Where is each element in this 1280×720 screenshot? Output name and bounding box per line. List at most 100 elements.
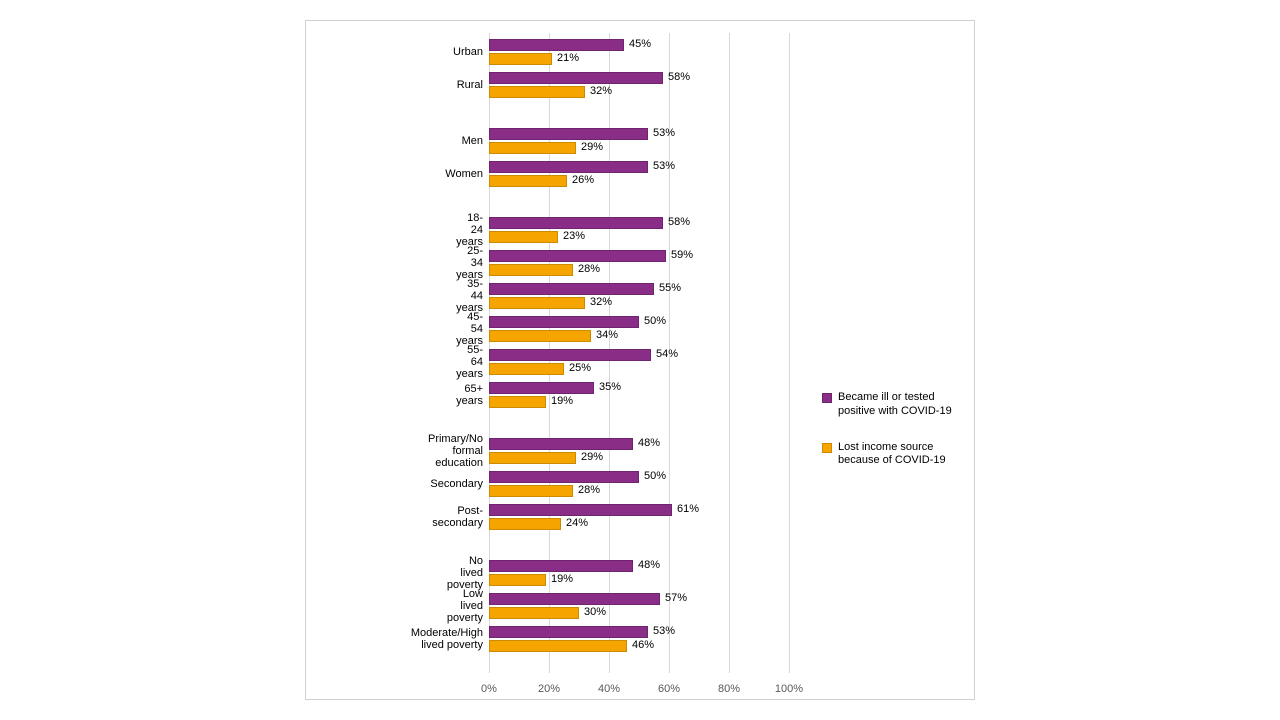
bar-row: 30% — [489, 607, 789, 619]
bar-value-label: 23% — [563, 230, 585, 242]
bar-value-label: 48% — [638, 559, 660, 571]
category-label: 25-34 years — [456, 245, 483, 281]
bar-value-label: 34% — [596, 329, 618, 341]
legend-swatch-series-b — [822, 443, 832, 453]
bar-series-a — [489, 504, 672, 516]
bar-row: 58% — [489, 217, 789, 229]
category-label: Low lived poverty — [447, 588, 483, 624]
bar-value-label: 54% — [656, 348, 678, 360]
category-label: 45-54 years — [456, 311, 483, 347]
bar-row: 19% — [489, 574, 789, 586]
bar-row: 53% — [489, 128, 789, 140]
plot-area: 0%20%40%60%80%100%45%Urban21%58%Rural32%… — [489, 33, 789, 673]
x-tick-label: 0% — [481, 683, 497, 695]
bar-value-label: 29% — [581, 451, 603, 463]
bar-series-b — [489, 607, 579, 619]
bar-value-label: 19% — [551, 395, 573, 407]
legend-label-series-a: Became ill or tested positive with COVID… — [838, 391, 962, 419]
bar-row: 53% — [489, 161, 789, 173]
bar-series-b — [489, 264, 573, 276]
bar-value-label: 53% — [653, 160, 675, 172]
bar-row: 48% — [489, 560, 789, 572]
bar-value-label: 30% — [584, 606, 606, 618]
bar-series-b — [489, 396, 546, 408]
bar-series-a — [489, 438, 633, 450]
x-tick-label: 20% — [538, 683, 560, 695]
bar-value-label: 25% — [569, 362, 591, 374]
bar-row: 59% — [489, 250, 789, 262]
category-label: Moderate/High lived poverty — [411, 627, 483, 651]
bar-value-label: 28% — [578, 484, 600, 496]
bar-value-label: 48% — [638, 437, 660, 449]
category-label: 18-24 years — [456, 212, 483, 248]
bar-series-b — [489, 175, 567, 187]
bar-row: 50% — [489, 316, 789, 328]
bar-value-label: 50% — [644, 470, 666, 482]
bar-row: 23% — [489, 231, 789, 243]
bar-row: 54% — [489, 349, 789, 361]
bar-series-b — [489, 231, 558, 243]
bar-value-label: 29% — [581, 141, 603, 153]
bar-value-label: 57% — [665, 592, 687, 604]
bar-series-a — [489, 626, 648, 638]
bar-row: 25% — [489, 363, 789, 375]
bar-value-label: 46% — [632, 639, 654, 651]
bar-series-a — [489, 72, 663, 84]
bar-row: 55% — [489, 283, 789, 295]
legend: Became ill or tested positive with COVID… — [822, 391, 962, 490]
bar-series-b — [489, 86, 585, 98]
bar-value-label: 45% — [629, 38, 651, 50]
bar-row: 34% — [489, 330, 789, 342]
chart-frame: 0%20%40%60%80%100%45%Urban21%58%Rural32%… — [305, 20, 975, 700]
bar-series-b — [489, 363, 564, 375]
category-label: 35-44 years — [456, 278, 483, 314]
bar-value-label: 58% — [668, 216, 690, 228]
bar-value-label: 58% — [668, 71, 690, 83]
gridline — [789, 33, 790, 673]
x-tick-label: 40% — [598, 683, 620, 695]
bar-series-a — [489, 161, 648, 173]
bar-series-b — [489, 452, 576, 464]
bar-series-a — [489, 283, 654, 295]
bar-row: 35% — [489, 382, 789, 394]
bar-row: 24% — [489, 518, 789, 530]
bar-series-b — [489, 297, 585, 309]
bar-series-b — [489, 640, 627, 652]
bar-value-label: 19% — [551, 573, 573, 585]
bar-row: 58% — [489, 72, 789, 84]
bar-value-label: 21% — [557, 52, 579, 64]
bar-row: 32% — [489, 86, 789, 98]
bar-row: 50% — [489, 471, 789, 483]
category-label: No lived poverty — [447, 555, 483, 591]
bar-series-b — [489, 330, 591, 342]
bar-series-a — [489, 593, 660, 605]
bar-series-a — [489, 39, 624, 51]
bar-value-label: 55% — [659, 282, 681, 294]
bar-row: 48% — [489, 438, 789, 450]
bar-row: 29% — [489, 452, 789, 464]
bar-row: 19% — [489, 396, 789, 408]
bar-value-label: 32% — [590, 296, 612, 308]
bar-row: 29% — [489, 142, 789, 154]
bar-value-label: 28% — [578, 263, 600, 275]
category-label: Urban — [453, 46, 483, 58]
bar-series-b — [489, 485, 573, 497]
bar-series-a — [489, 471, 639, 483]
bar-value-label: 61% — [677, 503, 699, 515]
bar-series-a — [489, 560, 633, 572]
x-tick-label: 80% — [718, 683, 740, 695]
legend-item-series-b: Lost income source because of COVID-19 — [822, 441, 962, 469]
bar-series-a — [489, 128, 648, 140]
legend-swatch-series-a — [822, 393, 832, 403]
bar-series-a — [489, 382, 594, 394]
bar-series-a — [489, 217, 663, 229]
bar-row: 45% — [489, 39, 789, 51]
bar-series-b — [489, 53, 552, 65]
bar-series-a — [489, 316, 639, 328]
bar-series-b — [489, 142, 576, 154]
bar-value-label: 53% — [653, 127, 675, 139]
bar-series-b — [489, 574, 546, 586]
x-tick-label: 60% — [658, 683, 680, 695]
bar-row: 28% — [489, 485, 789, 497]
bar-row: 21% — [489, 53, 789, 65]
